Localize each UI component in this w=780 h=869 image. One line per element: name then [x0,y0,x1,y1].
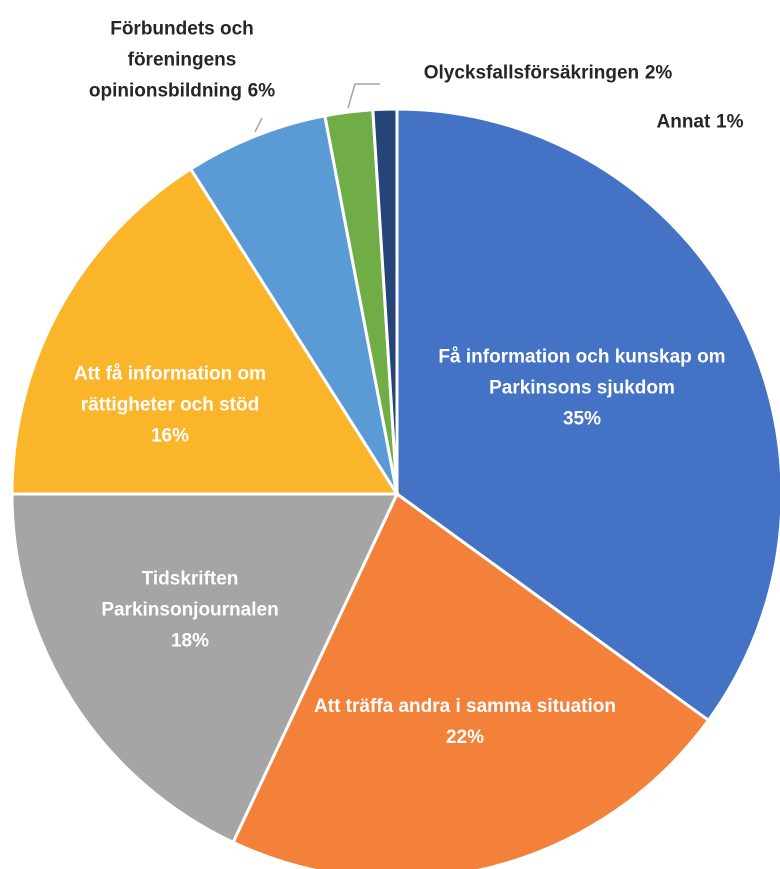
category-label: Förbundets och föreningens opinionsbildn… [88,18,254,102]
category-label: Tidskriften Parkinsonjournalen [101,568,279,621]
value-label: 18% [170,630,210,652]
category-label: Att träffa andra i samma situation [314,696,616,717]
leader-line [254,117,263,133]
pie-slice [231,491,711,869]
value-label: 1% [716,111,744,133]
category-label: Få information och kunskap om Parkinsons… [438,346,726,399]
category-label: Olycksfallsförsäkringen [423,62,640,84]
value-label: 2% [644,62,673,84]
value-label: 6% [247,80,276,102]
slice-label: Att få information om rättigheter och st… [25,359,315,452]
slice-label: Annat 1% [630,107,770,138]
category-label: Att få information om rättigheter och st… [73,363,267,416]
slice-label: Att träffa andra i samma situation 22% [310,691,620,753]
slice-label: Tidskriften Parkinsonjournalen 18% [85,564,295,657]
slice-label: Förbundets och föreningens opinionsbildn… [72,14,292,107]
slice-label: Få information och kunskap om Parkinsons… [402,342,762,435]
value-label: 16% [150,425,190,447]
pie-slice [10,166,400,496]
pie-slice [188,114,399,495]
slice-label: Olycksfallsförsäkringen 2% [378,58,718,89]
leader-line [347,83,380,109]
pie-slice [395,107,780,723]
category-label: Annat [656,111,711,133]
pie-slice [371,107,399,495]
value-label: 22% [445,727,485,748]
pie-slice [10,492,400,845]
value-label: 35% [562,408,602,430]
